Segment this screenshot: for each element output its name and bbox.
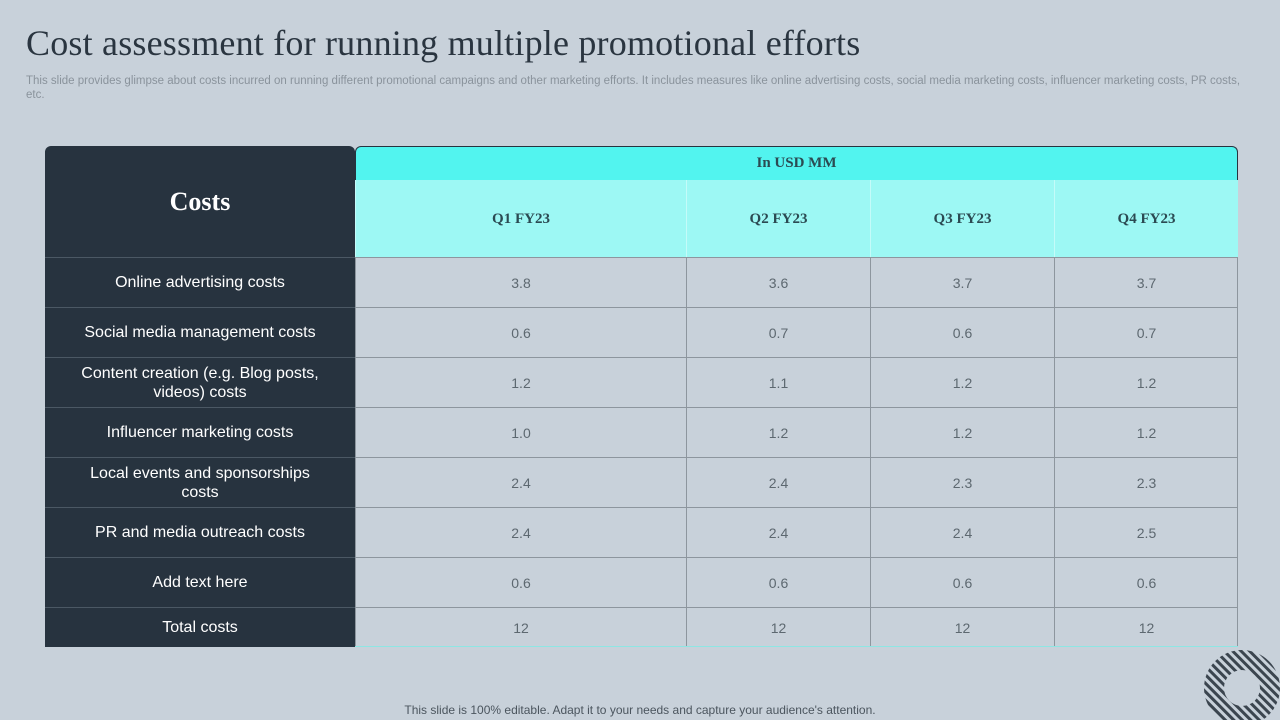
table-cell: 3.7 bbox=[1054, 257, 1238, 307]
row-label-online-advertising: Online advertising costs bbox=[45, 257, 355, 307]
unit-header: In USD MM bbox=[355, 146, 1238, 180]
table-cell: 1.2 bbox=[870, 407, 1054, 457]
row-label-influencer-marketing: Influencer marketing costs bbox=[45, 407, 355, 457]
striped-circle-decoration-icon bbox=[1204, 650, 1280, 720]
table-cell: 0.6 bbox=[1054, 557, 1238, 607]
row-label-add-text: Add text here bbox=[45, 557, 355, 607]
table-cell: 2.4 bbox=[355, 457, 686, 507]
costs-column-header: Costs bbox=[45, 146, 355, 258]
table-cell: 2.3 bbox=[1054, 457, 1238, 507]
table-cell: 0.6 bbox=[355, 307, 686, 357]
row-label-content-creation: Content creation (e.g. Blog posts, video… bbox=[45, 357, 355, 407]
table-cell: 1.2 bbox=[686, 407, 870, 457]
row-label-pr-media: PR and media outreach costs bbox=[45, 507, 355, 557]
table-cell: 12 bbox=[1054, 607, 1238, 647]
table-cell: 2.4 bbox=[686, 457, 870, 507]
table-cell: 0.6 bbox=[686, 557, 870, 607]
quarter-header-q4: Q4 FY23 bbox=[1054, 180, 1238, 258]
quarter-header-q2: Q2 FY23 bbox=[686, 180, 870, 258]
row-label-local-events: Local events and sponsorships costs bbox=[45, 457, 355, 507]
quarter-header-q1: Q1 FY23 bbox=[355, 180, 686, 258]
table-cell: 0.6 bbox=[870, 307, 1054, 357]
slide-title: Cost assessment for running multiple pro… bbox=[26, 23, 861, 63]
table-cell: 3.7 bbox=[870, 257, 1054, 307]
table-cell: 3.6 bbox=[686, 257, 870, 307]
table-cell: 2.4 bbox=[686, 507, 870, 557]
table-cell: 12 bbox=[870, 607, 1054, 647]
quarter-header-q3: Q3 FY23 bbox=[870, 180, 1054, 258]
table-cell: 12 bbox=[686, 607, 870, 647]
row-label-total-costs: Total costs bbox=[45, 607, 355, 647]
table-cell: 1.2 bbox=[355, 357, 686, 407]
table-cell: 0.6 bbox=[870, 557, 1054, 607]
table-cell: 1.1 bbox=[686, 357, 870, 407]
table-cell: 1.2 bbox=[870, 357, 1054, 407]
footer-note: This slide is 100% editable. Adapt it to… bbox=[404, 703, 876, 717]
table-cell: 3.8 bbox=[355, 257, 686, 307]
table-cell: 0.7 bbox=[1054, 307, 1238, 357]
table-cell: 1.2 bbox=[1054, 407, 1238, 457]
slide-subtitle: This slide provides glimpse about costs … bbox=[26, 75, 1241, 101]
table-border bbox=[355, 646, 1238, 647]
table-cell: 1.0 bbox=[355, 407, 686, 457]
table-cell: 2.5 bbox=[1054, 507, 1238, 557]
table-cell: 1.2 bbox=[1054, 357, 1238, 407]
row-label-social-media: Social media management costs bbox=[45, 307, 355, 357]
table-cell: 2.4 bbox=[355, 507, 686, 557]
table-cell: 0.6 bbox=[355, 557, 686, 607]
table-cell: 2.4 bbox=[870, 507, 1054, 557]
table-border bbox=[1237, 257, 1238, 647]
table-cell: 12 bbox=[355, 607, 686, 647]
table-cell: 2.3 bbox=[870, 457, 1054, 507]
table-cell: 0.7 bbox=[686, 307, 870, 357]
